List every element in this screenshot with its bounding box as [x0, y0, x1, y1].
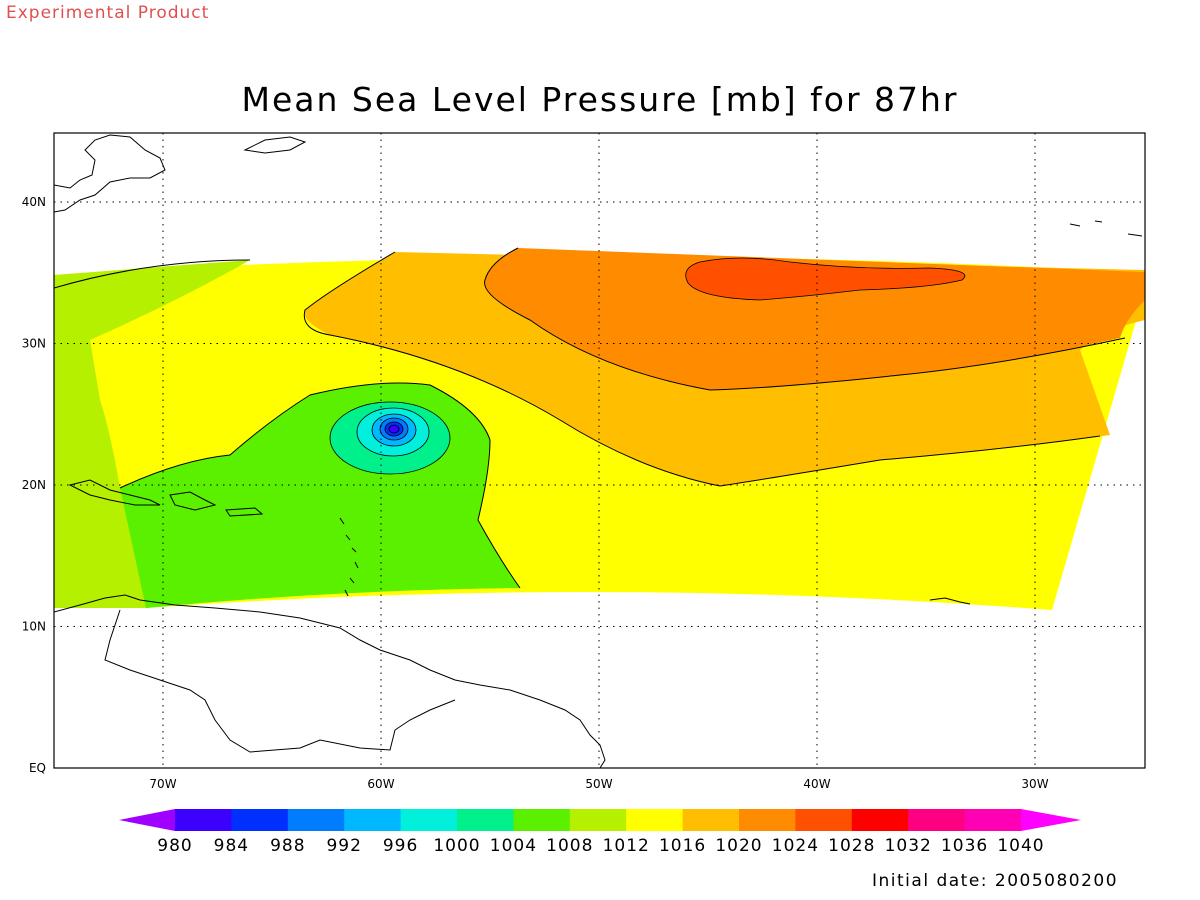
lat-tick-label: EQ: [29, 761, 46, 775]
lon-tick-label: 50W: [585, 777, 612, 791]
isobar-1012: [54, 259, 251, 289]
map-frame: [53, 132, 1146, 769]
lat-tick-label: 30N: [22, 337, 46, 351]
coast-cape-verde: [929, 597, 971, 605]
isobar-lines: [54, 247, 1126, 589]
colorbar-segment: [795, 809, 853, 831]
coast-north-america: [54, 134, 166, 213]
colorbar-segment: [908, 809, 966, 831]
colorbar-label: 996: [383, 836, 418, 856]
colorbar-label: 1008: [546, 836, 593, 856]
colorbar-label: 1036: [941, 836, 988, 856]
colorbar-segment: [626, 809, 684, 831]
isobar-1020: [484, 247, 1126, 391]
experimental-product-label: Experimental Product: [6, 3, 210, 23]
fill-980-984: [388, 424, 400, 434]
colorbar-label: 988: [270, 836, 305, 856]
coast-south-america-inland: [104, 609, 456, 753]
colorbar-label: 1012: [603, 836, 650, 856]
colorbar-segment: [739, 809, 796, 831]
colorbar-label: 1000: [433, 836, 480, 856]
lat-tick-label: 40N: [22, 195, 46, 209]
coast-hispaniola: [169, 491, 217, 511]
colorbar-segment: [287, 809, 345, 831]
longitude-labels: 70W 60W 50W 40W 30W: [149, 777, 1048, 791]
fill-1020-1024: [484, 248, 1145, 390]
lon-tick-label: 30W: [1021, 777, 1048, 791]
initial-date-label: Initial date: 2005080200: [872, 871, 1119, 891]
colorbar-segment: [344, 809, 402, 831]
colorbar-segment: [400, 809, 458, 831]
lon-tick-label: 70W: [149, 777, 176, 791]
colorbar-label: 980: [157, 836, 192, 856]
colorbar-label: 1024: [772, 836, 819, 856]
isobar-1016: [303, 251, 1101, 487]
colorbar-segment: [682, 809, 740, 831]
colorbar-label: 1040: [997, 836, 1044, 856]
colorbar-segment: [569, 809, 627, 831]
colorbar-segment: [175, 809, 232, 831]
colorbar-label: 1020: [715, 836, 762, 856]
coast-azores: [1069, 220, 1143, 237]
coast-puerto-rico: [225, 507, 264, 517]
lon-tick-label: 40W: [803, 777, 830, 791]
colorbar-segment: [851, 809, 909, 831]
colorbar-label: 1032: [885, 836, 932, 856]
pressure-fill-layer: [54, 248, 1145, 610]
colorbar-left-arrow: [119, 809, 175, 831]
colorbar-segment: [513, 809, 571, 831]
colorbar: 980 984 988 992 996 1000 1004 1008 1012 1016 1020 1…: [119, 809, 1081, 856]
colorbar-label: 984: [214, 836, 249, 856]
coast-lesser-antilles: [339, 517, 359, 597]
coast-south-america: [54, 594, 606, 768]
lat-tick-label: 20N: [22, 478, 46, 492]
chart-title: Mean Sea Level Pressure [mb] for 87hr: [241, 80, 959, 119]
lon-tick-label: 60W: [367, 777, 394, 791]
latitude-labels: EQ 10N 20N 30N 40N: [22, 195, 46, 775]
colorbar-label: 1028: [828, 836, 875, 856]
fill-1024-1028: [685, 257, 966, 301]
colorbar-label: 1016: [659, 836, 706, 856]
colorbar-label: 992: [326, 836, 361, 856]
coastlines: [54, 134, 1143, 768]
colorbar-segment: [964, 809, 1022, 831]
colorbar-segment: [231, 809, 289, 831]
colorbar-segment: [457, 809, 514, 831]
isobar-1008: [119, 382, 521, 589]
coast-nova-scotia: [243, 136, 307, 154]
colorbar-right-arrow: [1021, 809, 1081, 831]
colorbar-label: 1004: [490, 836, 537, 856]
lat-tick-label: 10N: [22, 620, 46, 634]
